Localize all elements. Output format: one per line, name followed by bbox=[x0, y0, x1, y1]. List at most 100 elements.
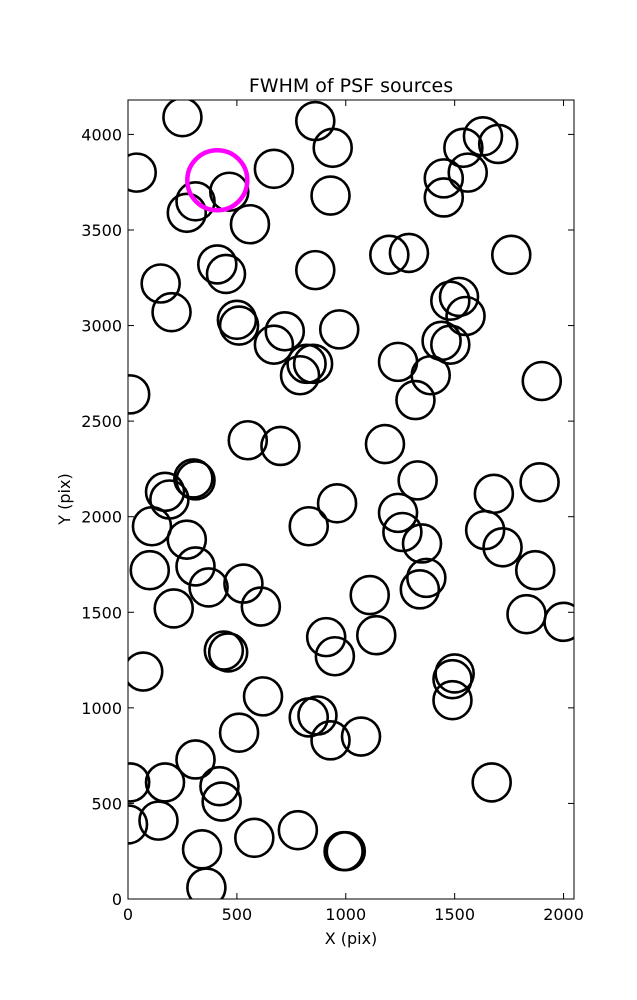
psf-source-marker bbox=[292, 343, 334, 385]
psf-source-marker bbox=[482, 526, 523, 568]
psf-source-marker bbox=[294, 249, 336, 291]
x-tick-label: 1000 bbox=[325, 905, 366, 924]
psf-source-marker bbox=[162, 100, 203, 138]
chart-title: FWHM of PSF sources bbox=[249, 75, 453, 97]
psf-source-marker bbox=[203, 630, 245, 671]
psf-source-marker bbox=[128, 762, 151, 803]
psf-source-marker bbox=[316, 483, 358, 524]
x-axis: 0 500 1000 1500 2000 bbox=[123, 100, 584, 924]
psf-source-marker bbox=[288, 505, 330, 547]
psf-source-marker bbox=[369, 234, 410, 276]
psf-source-marker bbox=[234, 817, 275, 859]
psf-source-marker bbox=[201, 781, 242, 822]
psf-source-marker bbox=[397, 460, 438, 501]
psf-source-marker bbox=[477, 123, 519, 165]
psf-source-marker bbox=[297, 695, 338, 736]
psf-source-marker bbox=[166, 519, 208, 560]
plot-frame bbox=[127, 99, 575, 900]
psf-source-marker bbox=[207, 632, 249, 673]
psf-source-marker bbox=[423, 177, 465, 218]
psf-source-marker bbox=[473, 473, 515, 515]
psf-source-marker bbox=[129, 549, 171, 591]
psf-source-marker bbox=[227, 419, 269, 461]
psf-source-marker bbox=[401, 523, 443, 564]
psf-source-marker bbox=[406, 557, 447, 599]
x-axis-title: X (pix) bbox=[325, 929, 378, 948]
x-tick-label: 500 bbox=[222, 905, 253, 924]
highlighted-source-marker bbox=[185, 148, 250, 213]
y-tick-label: 3500 bbox=[81, 221, 122, 240]
psf-source-marker bbox=[205, 253, 247, 295]
psf-source-marker bbox=[218, 712, 260, 754]
x-tick-label: 1500 bbox=[434, 905, 475, 924]
psf-source-marker bbox=[153, 588, 195, 629]
psf-source-marker bbox=[173, 458, 214, 499]
psf-source-marker bbox=[388, 232, 430, 274]
psf-source-marker bbox=[543, 601, 574, 643]
psf-source-marker bbox=[490, 234, 532, 276]
psf-source-marker bbox=[240, 586, 282, 627]
psf-source-marker bbox=[506, 593, 547, 635]
psf-source-marker bbox=[438, 276, 480, 318]
y-tick-label: 1000 bbox=[81, 699, 122, 718]
psf-source-marker bbox=[264, 310, 306, 352]
psf-source-marker bbox=[253, 324, 295, 365]
psf-source-marker bbox=[325, 830, 367, 872]
psf-source-marker bbox=[355, 614, 397, 656]
y-tick-label: 2500 bbox=[81, 412, 122, 431]
psf-source-marker bbox=[128, 374, 151, 415]
psf-source-marker bbox=[399, 569, 441, 610]
psf-source-marker bbox=[377, 492, 419, 534]
psf-source-marker bbox=[430, 324, 471, 365]
psf-source-marker bbox=[140, 263, 181, 304]
psf-source-marker bbox=[186, 867, 227, 899]
psf-source-marker bbox=[279, 354, 321, 396]
psf-source-marker bbox=[128, 152, 158, 193]
psf-source-marker bbox=[175, 546, 216, 587]
psf-source-marker bbox=[196, 244, 238, 285]
psf-source-marker bbox=[260, 425, 301, 467]
psf-source-marker bbox=[277, 809, 319, 851]
psf-source-marker bbox=[229, 203, 271, 245]
psf-source-marker bbox=[464, 509, 506, 551]
psf-source-marker bbox=[253, 148, 295, 190]
psf-source-marker bbox=[323, 830, 364, 872]
psf-source-marker bbox=[447, 152, 489, 193]
psf-source-marker bbox=[294, 100, 336, 142]
psf-source-marker bbox=[432, 679, 473, 721]
x-tick-label: 0 bbox=[123, 905, 133, 924]
psf-source-marker bbox=[410, 354, 452, 396]
psf-source-marker bbox=[128, 651, 164, 692]
psf-source-marker bbox=[310, 720, 351, 761]
psf-source-marker bbox=[514, 549, 556, 591]
psf-source-marker bbox=[364, 423, 406, 465]
psf-source-marker bbox=[349, 574, 391, 616]
psf-source-marker bbox=[151, 291, 192, 333]
psf-source-marker bbox=[166, 192, 208, 234]
psf-source-marker bbox=[305, 616, 347, 658]
psf-source-marker bbox=[175, 739, 216, 780]
psf-source-marker bbox=[430, 280, 471, 322]
y-tick-label: 1500 bbox=[81, 603, 122, 622]
psf-source-marker bbox=[310, 175, 351, 216]
y-axis-title: Y (pix) bbox=[55, 473, 74, 525]
psf-source-marker bbox=[181, 829, 223, 870]
psf-source-marker bbox=[423, 158, 465, 199]
psf-source-marker bbox=[208, 171, 250, 213]
y-tick-label: 4000 bbox=[81, 125, 122, 144]
psf-source-marker bbox=[395, 379, 436, 421]
psf-source-marker bbox=[188, 567, 229, 608]
psf-source-marker bbox=[312, 127, 354, 169]
psf-source-marker bbox=[521, 360, 563, 402]
psf-source-marker bbox=[175, 460, 216, 501]
y-tick-label: 500 bbox=[91, 794, 122, 813]
psf-source-marker bbox=[443, 127, 484, 169]
psf-source-marker bbox=[314, 635, 356, 677]
y-axis: 0 500 1000 1500 2000 2500 3000 3500 4000 bbox=[81, 125, 574, 909]
psf-source-marker bbox=[432, 658, 473, 700]
y-tick-label: 2000 bbox=[81, 508, 122, 527]
psf-source-marker bbox=[138, 800, 179, 841]
y-tick-label: 0 bbox=[112, 890, 122, 909]
psf-source-marker bbox=[199, 765, 240, 807]
